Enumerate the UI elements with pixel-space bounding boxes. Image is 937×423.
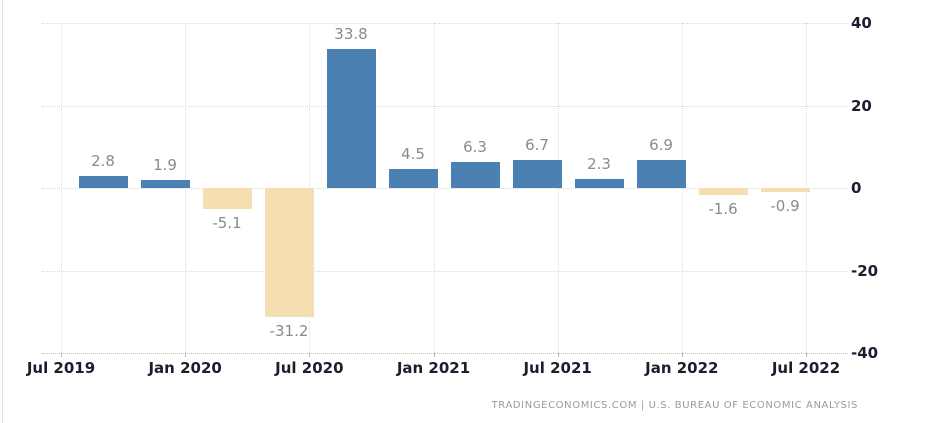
- y-axis-label--20: -20: [851, 261, 879, 280]
- bar-2022-q1[interactable]: [699, 188, 748, 195]
- x-axis-label-jul-2022: Jul 2022: [771, 359, 841, 377]
- x-axis-label-jan-2021: Jan 2021: [396, 359, 471, 377]
- x-axis-tick: [433, 353, 435, 357]
- x-axis-label-jan-2020: Jan 2020: [148, 359, 222, 377]
- x-axis-label-jul-2021: Jul 2021: [523, 359, 592, 377]
- x-axis-tick: [557, 353, 559, 357]
- chart-left-border: [2, 0, 3, 423]
- h-gridline-0: [42, 188, 848, 189]
- bar-2021-q1[interactable]: [451, 162, 500, 188]
- x-axis-tick: [806, 353, 807, 357]
- bar-2021-q4[interactable]: [637, 159, 686, 188]
- h-gridline--20: [42, 270, 848, 272]
- x-axis-tick: [185, 353, 187, 357]
- bar-value-label-2022-q1: -1.6: [708, 199, 738, 218]
- y-axis-label-0: 0: [851, 179, 862, 197]
- bar-value-label-2021-q1: 6.3: [463, 138, 487, 156]
- v-gridline-jul-2021: [557, 23, 559, 353]
- bar-2021-q2[interactable]: [513, 160, 562, 188]
- x-axis-tick: [309, 353, 311, 357]
- bar-2019-q4[interactable]: [141, 180, 190, 188]
- bar-value-label-2020-q2: -31.2: [269, 321, 309, 340]
- v-gridline-jan-2021: [433, 23, 435, 353]
- bar-value-label-2020-q4: 4.5: [401, 145, 425, 164]
- bar-2021-q3[interactable]: [575, 178, 624, 188]
- h-gridline-20: [42, 105, 848, 107]
- x-axis-label-jul-2019: Jul 2019: [26, 359, 96, 377]
- bar-2020-q4[interactable]: [389, 169, 438, 188]
- y-axis-label-40: 40: [851, 14, 872, 32]
- x-axis-tick: [61, 353, 62, 357]
- bar-2022-q2[interactable]: [761, 188, 810, 192]
- v-gridline-jan-2020: [185, 23, 187, 353]
- attribution-text: TRADINGECONOMICS.COM | U.S. BUREAU OF EC…: [491, 400, 858, 411]
- x-axis-label-jan-2022: Jan 2022: [645, 359, 719, 377]
- y-axis-label--40: -40: [851, 344, 879, 362]
- bar-2020-q3[interactable]: [327, 48, 376, 188]
- bar-2020-q1[interactable]: [203, 188, 252, 210]
- x-axis-label-jul-2020: Jul 2020: [275, 359, 344, 377]
- h-gridline-40: [42, 23, 848, 24]
- bar-value-label-2020-q1: -5.1: [212, 214, 242, 233]
- bar-value-label-2019-q4: 1.9: [153, 156, 177, 175]
- bar-value-label-2022-q2: -0.9: [770, 196, 800, 215]
- x-axis-tick: [681, 353, 683, 357]
- bar-value-label-2021-q4: 6.9: [649, 135, 673, 154]
- bar-value-label-2019-q3: 2.8: [91, 152, 115, 171]
- h-gridline--40: [42, 353, 848, 354]
- bar-value-label-2021-q3: 2.3: [587, 154, 611, 173]
- v-gridline-jan-2022: [681, 23, 683, 353]
- bar-value-label-2021-q2: 6.7: [525, 136, 549, 155]
- bar-value-label-2020-q3: 33.8: [334, 24, 368, 43]
- v-gridline-jul-2019: [61, 23, 62, 353]
- bar-2020-q2[interactable]: [265, 188, 314, 317]
- bar-2019-q3[interactable]: [79, 176, 128, 188]
- y-axis-label-20: 20: [851, 96, 872, 115]
